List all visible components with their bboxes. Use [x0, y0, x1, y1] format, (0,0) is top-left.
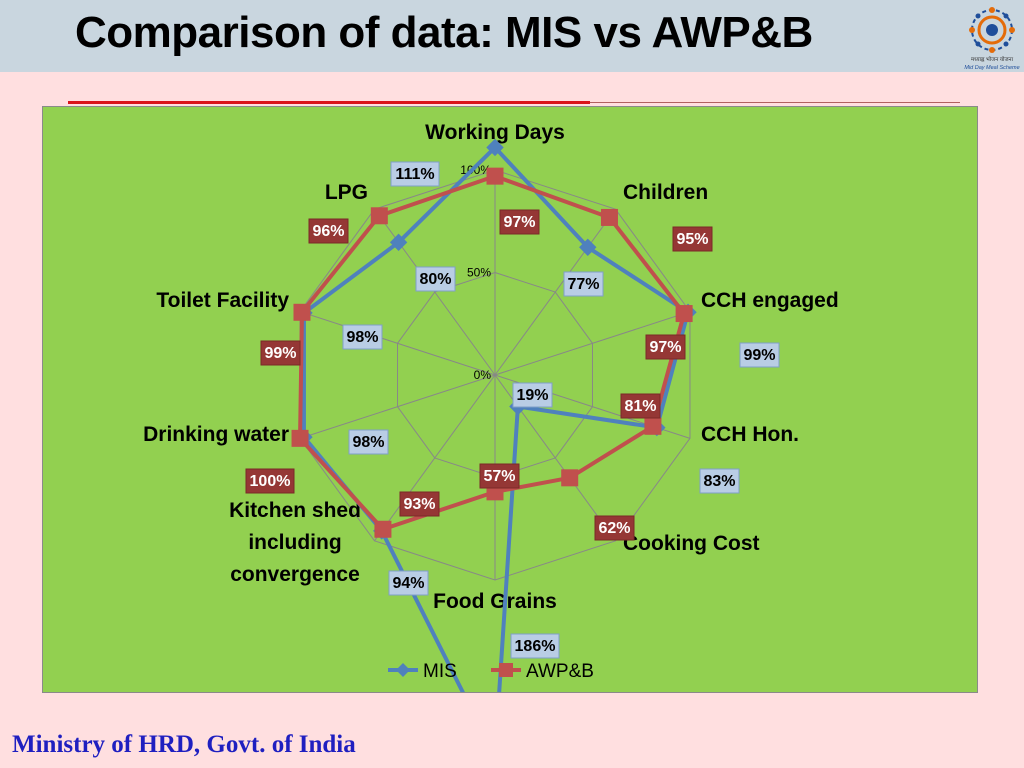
data-label-awpb: 96%: [312, 223, 344, 240]
series-point-mis: [486, 138, 504, 157]
data-label-box-mis: [512, 382, 553, 408]
grid-spoke: [374, 208, 496, 376]
category-label: Kitchen shed: [229, 499, 361, 522]
series-point-mis: [579, 238, 597, 257]
series-point-awpb: [675, 305, 693, 323]
chart-area: 0% 50% 100% Working Days Children CCH engaged…: [42, 106, 978, 766]
data-label-box-mis: [699, 468, 740, 494]
data-label-box-awpb: [399, 491, 440, 517]
series-point-mis: [389, 233, 408, 252]
category-label: CCH engaged: [701, 289, 839, 312]
category-label: convergence: [230, 563, 360, 586]
data-label-box-mis: [342, 324, 383, 350]
data-label-box-mis: [348, 429, 389, 455]
data-label-box-mis: [739, 342, 780, 368]
data-label-box-awpb: [620, 393, 661, 419]
series-point-awpb: [370, 207, 388, 225]
data-label-awpb: 81%: [624, 398, 656, 415]
category-label: Toilet Facility: [156, 289, 289, 312]
series-point-awpb: [600, 208, 618, 226]
series-point-awpb: [644, 417, 662, 435]
legend-mis-label: MIS: [423, 661, 457, 682]
legend-awpb-label: AWP&B: [526, 661, 594, 682]
logo-text-english: Mid Day Meal Scheme: [964, 65, 1019, 71]
grid-spoke: [299, 374, 496, 439]
title-bar: [0, 0, 1024, 72]
data-label-box-mis: [415, 266, 456, 292]
data-label-box-awpb: [499, 209, 540, 235]
category-label: including: [248, 531, 341, 554]
legend-awpb-marker: [499, 663, 513, 677]
data-label-box-awpb: [260, 340, 301, 366]
data-label-mis: 98%: [352, 434, 384, 451]
series-point-awpb: [293, 303, 311, 321]
data-label-awpb: 100%: [250, 473, 291, 490]
logo-emblem-icon: [969, 7, 1015, 53]
data-label-box-awpb: [479, 463, 520, 489]
category-label: Children: [623, 181, 708, 204]
data-label-mis: 80%: [419, 271, 451, 288]
data-label-mis: 83%: [703, 473, 735, 490]
data-label-mis: 111%: [395, 166, 434, 183]
data-label-box-awpb: [672, 226, 713, 252]
data-label-awpb: 97%: [649, 339, 681, 356]
data-label-box-awpb: [645, 334, 686, 360]
slide-title: Comparison of data: MIS vs AWP&B: [75, 8, 813, 57]
category-label: Working Days: [425, 121, 565, 144]
category-label: Food Grains: [433, 590, 557, 613]
series-point-awpb: [486, 167, 504, 185]
data-label-box-mis: [390, 161, 440, 187]
radar-chart: 0% 50% 100% Working Days Children CCH engaged…: [143, 121, 839, 766]
legend-mis-marker: [396, 663, 410, 677]
grid-spoke: [374, 374, 496, 542]
category-label: Cooking Cost: [623, 532, 760, 555]
grid-spoke: [494, 311, 691, 376]
legend: MIS AWP&B: [388, 661, 594, 682]
data-label-awpb: 99%: [264, 345, 296, 362]
data-label-awpb: 97%: [503, 214, 535, 231]
data-label-awpb: 95%: [676, 231, 708, 248]
data-label-box-awpb: [594, 515, 635, 541]
data-label-mis: 77%: [567, 276, 599, 293]
radial-tick-label: 0%: [474, 368, 492, 382]
data-label-box-mis: [388, 570, 429, 596]
data-label-mis: 94%: [392, 575, 424, 592]
mid-day-meal-logo: मध्याह्न भोजन योजना Mid Day Meal Scheme: [964, 7, 1020, 71]
category-label: LPG: [325, 181, 368, 204]
data-label-mis: 186%: [515, 638, 556, 655]
grid-spoke: [494, 208, 616, 376]
data-label-awpb: 93%: [403, 496, 435, 513]
category-label: CCH Hon.: [701, 423, 799, 446]
data-label-mis: 98%: [346, 329, 378, 346]
series-point-awpb: [561, 469, 579, 487]
footer-ministry: Ministry of HRD, Govt. of India: [12, 731, 356, 758]
title-underline: [68, 101, 590, 104]
radial-tick-label: 50%: [467, 266, 491, 280]
data-label-box-mis: [510, 633, 560, 659]
series-point-awpb: [291, 429, 309, 447]
data-label-awpb: 57%: [483, 468, 515, 485]
data-label-mis: 99%: [743, 347, 775, 364]
category-label: Drinking water: [143, 423, 289, 446]
grid-spoke: [299, 311, 496, 376]
data-label-mis: 19%: [516, 387, 548, 404]
data-label-awpb: 62%: [598, 520, 630, 537]
series-point-awpb: [374, 520, 392, 538]
data-label-box-mis: [563, 271, 604, 297]
title-underline-thin: [590, 102, 960, 103]
data-label-box-awpb: [308, 218, 349, 244]
data-label-box-awpb: [245, 468, 295, 494]
logo-text-hindi: मध्याह्न भोजन योजना: [971, 56, 1014, 63]
